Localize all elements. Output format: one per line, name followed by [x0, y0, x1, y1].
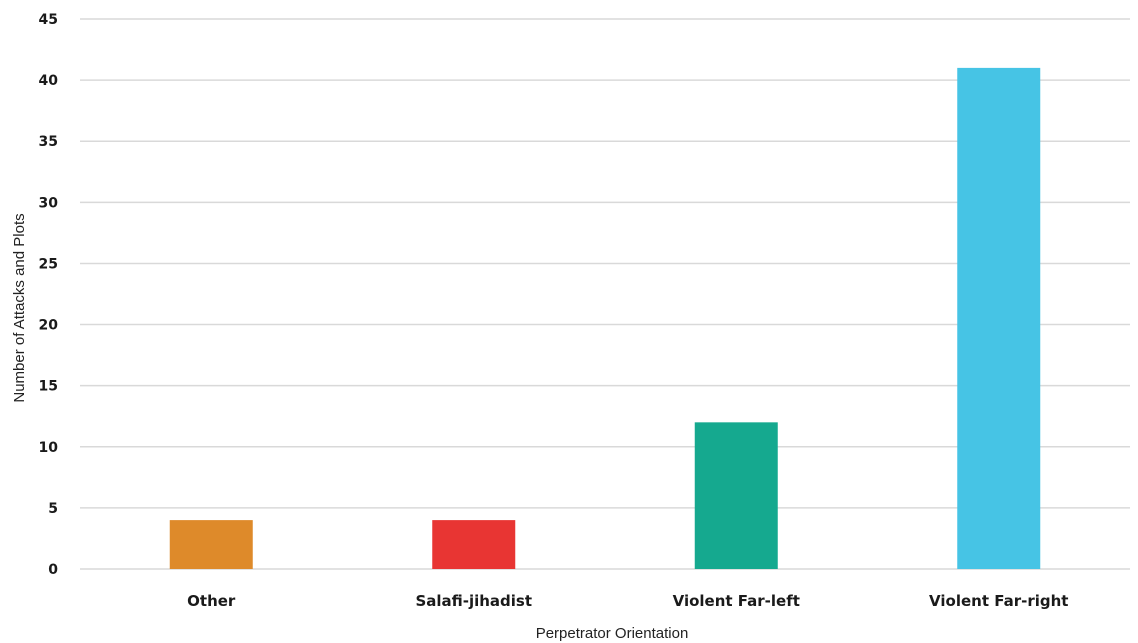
- y-tick-label: 0: [48, 562, 58, 578]
- x-axis-ticks: Other Salafi-jihadist Violent Far-left Viol…: [187, 592, 1068, 610]
- y-tick-label: 25: [39, 256, 58, 272]
- x-tick-label: Other: [187, 592, 236, 610]
- gridlines: [80, 18, 1130, 570]
- x-tick-label: Violent Far-right: [929, 592, 1068, 610]
- y-axis-ticks: 0 5 10 15 20 25 30 35 40 45: [39, 12, 59, 578]
- bar-violent-far-left: [694, 422, 778, 569]
- bar-other: [169, 520, 253, 569]
- y-tick-label: 10: [39, 440, 59, 456]
- bar-salafi-jihadist: [432, 520, 516, 569]
- y-tick-label: 15: [39, 379, 58, 395]
- y-tick-label: 20: [39, 318, 59, 334]
- y-axis-label: Number of Attacks and Plots: [11, 213, 28, 402]
- y-tick-label: 5: [48, 501, 58, 517]
- bar-violent-far-right: [957, 67, 1041, 569]
- x-axis-label: Perpetrator Orientation: [536, 625, 689, 642]
- y-tick-label: 30: [39, 195, 59, 211]
- y-tick-label: 45: [39, 12, 58, 28]
- y-tick-label: 40: [39, 73, 59, 89]
- bars: [169, 67, 1041, 569]
- x-tick-label: Salafi-jihadist: [415, 592, 532, 610]
- x-tick-label: Violent Far-left: [673, 592, 800, 610]
- y-tick-label: 35: [39, 134, 58, 150]
